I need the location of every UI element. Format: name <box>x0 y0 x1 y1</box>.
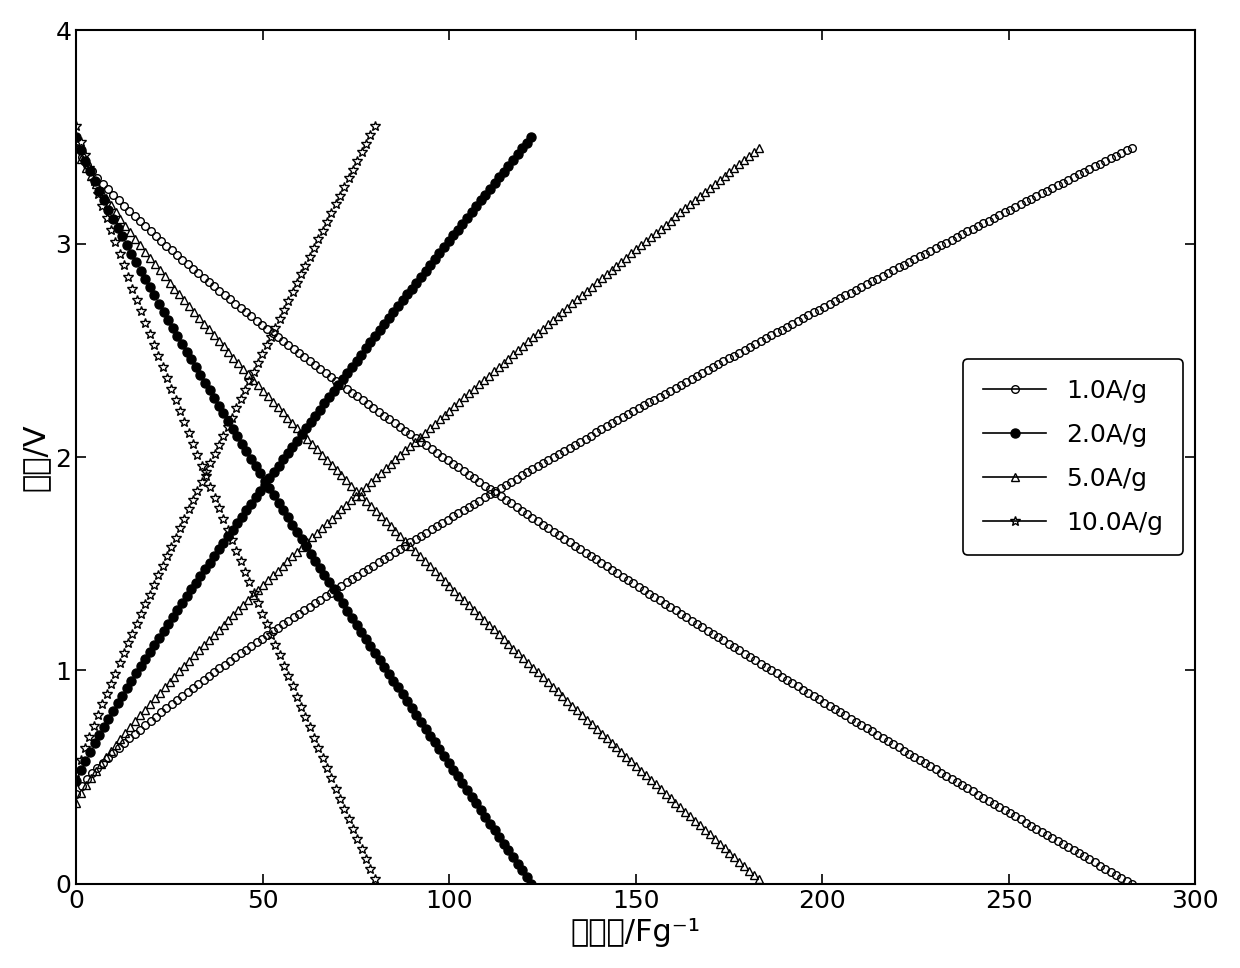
Legend: 1.0A/g, 2.0A/g, 5.0A/g, 10.0A/g: 1.0A/g, 2.0A/g, 5.0A/g, 10.0A/g <box>963 359 1183 555</box>
X-axis label: 比电容/Fg⁻¹: 比电容/Fg⁻¹ <box>570 919 701 947</box>
Y-axis label: 电压/V: 电压/V <box>21 423 50 491</box>
